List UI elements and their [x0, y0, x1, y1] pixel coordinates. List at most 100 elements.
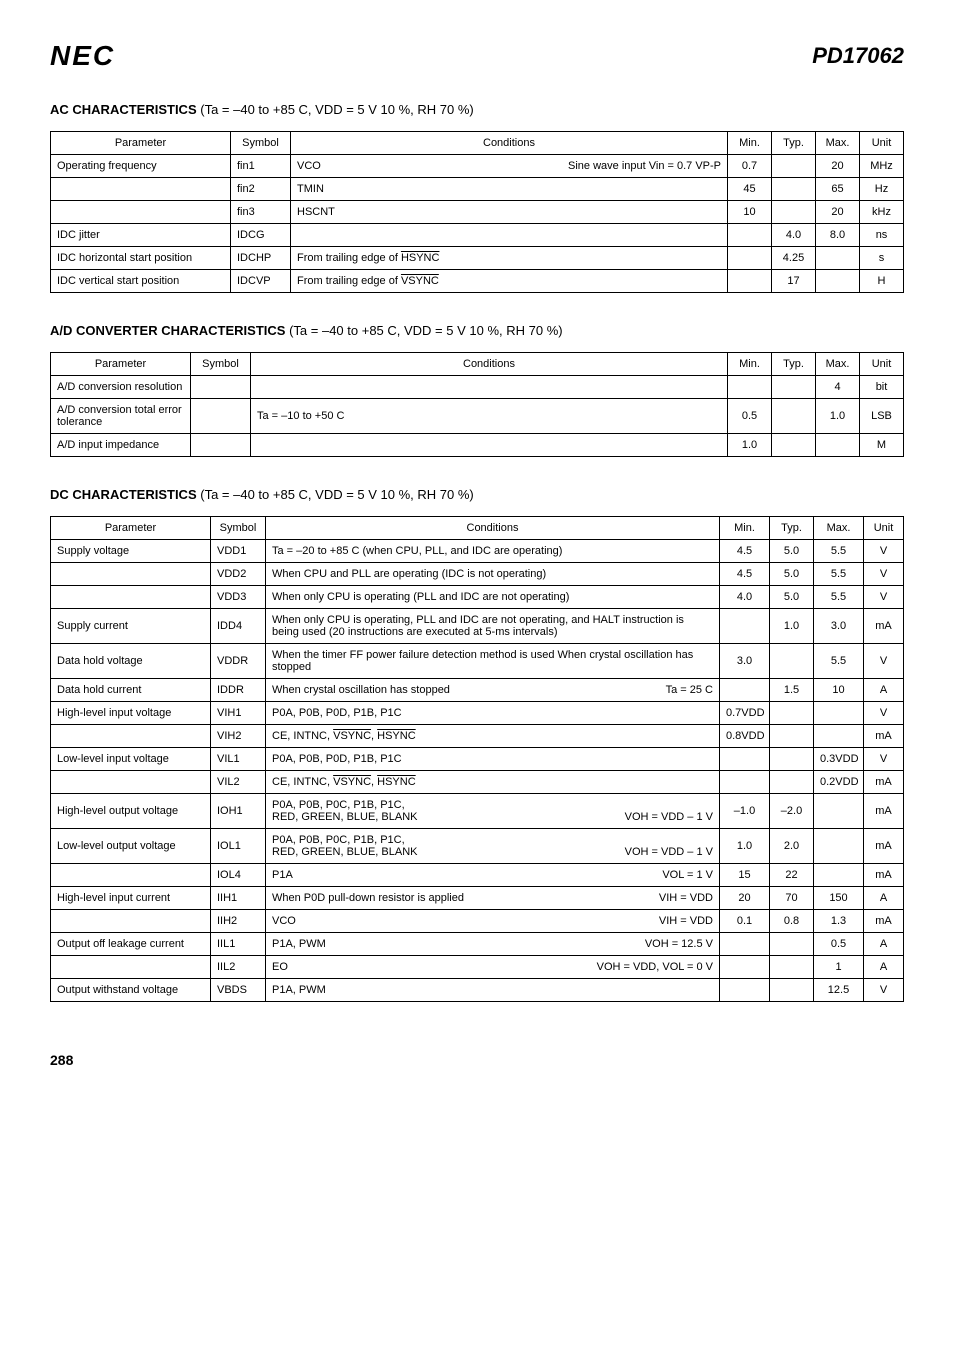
cell: bit — [860, 376, 904, 399]
cell — [728, 247, 772, 270]
cell: VIH2 — [211, 725, 266, 748]
col-min: Min. — [728, 353, 772, 376]
cell — [816, 270, 860, 293]
cell-right: Ta = 25 C — [666, 684, 713, 696]
cell-ov: VSYNC — [401, 275, 439, 287]
cell: 1.0 — [720, 829, 770, 864]
cell: 1.0 — [728, 434, 772, 457]
cell: V — [864, 644, 904, 679]
cell — [770, 933, 814, 956]
cell — [728, 224, 772, 247]
cell: P0A, P0B, P0D, P1B, P1C — [266, 702, 720, 725]
cell: 150 — [814, 887, 864, 910]
cell: VDD1 — [211, 540, 266, 563]
cell: 1.0 — [816, 399, 860, 434]
cell: IOL1 — [211, 829, 266, 864]
cell: Output withstand voltage — [51, 979, 211, 1002]
cell: P1A, PWM VOH = 12.5 V — [266, 933, 720, 956]
col-sym: Symbol — [211, 517, 266, 540]
cell: 20 — [720, 887, 770, 910]
cell: Low-level output voltage — [51, 829, 211, 864]
cell — [728, 270, 772, 293]
cell — [51, 864, 211, 887]
cell-ov: VSYNC — [333, 730, 371, 742]
cell: V — [864, 563, 904, 586]
col-unit: Unit — [864, 517, 904, 540]
cell: 0.7VDD — [720, 702, 770, 725]
cell: High-level input voltage — [51, 702, 211, 725]
cell-left: P1A, PWM — [272, 938, 326, 950]
cell: IDCVP — [231, 270, 291, 293]
cell: V — [864, 540, 904, 563]
cell: A — [864, 933, 904, 956]
cell: 0.5 — [814, 933, 864, 956]
cell-right: VOH = VDD, VOL = 0 V — [597, 961, 713, 973]
col-unit: Unit — [860, 132, 904, 155]
cell: 4 — [816, 376, 860, 399]
cell: VIL2 — [211, 771, 266, 794]
ad-title: A/D CONVERTER CHARACTERISTICS (Ta = –40 … — [50, 323, 904, 338]
cell — [816, 247, 860, 270]
cell: VCO Sine wave input Vin = 0.7 VP-P — [291, 155, 728, 178]
cell: IOH1 — [211, 794, 266, 829]
cell: From trailing edge of VSYNC — [291, 270, 728, 293]
cell: CE, INTNC, VSYNC, HSYNC — [266, 771, 720, 794]
cell: fin1 — [231, 155, 291, 178]
cell-left: VCO — [297, 160, 321, 172]
col-unit: Unit — [860, 353, 904, 376]
cell: 22 — [770, 864, 814, 887]
cell: 0.7 — [728, 155, 772, 178]
cell-ov: HSYNC — [377, 730, 416, 742]
cell: ns — [860, 224, 904, 247]
dc-title-bold: DC CHARACTERISTICS — [50, 487, 197, 502]
cell: 0.5 — [728, 399, 772, 434]
cell-left: VCO — [272, 915, 296, 927]
cell: 0.8VDD — [720, 725, 770, 748]
cell: mA — [864, 609, 904, 644]
cell: P0A, P0B, P0C, P1B, P1C, RED, GREEN, BLU… — [266, 829, 720, 864]
cell: 4.25 — [772, 247, 816, 270]
cell — [720, 679, 770, 702]
cell: mA — [864, 794, 904, 829]
cell: MHz — [860, 155, 904, 178]
cell: TMIN — [291, 178, 728, 201]
cell — [251, 434, 728, 457]
part-number: PD17062 — [812, 43, 904, 69]
cell: IIL1 — [211, 933, 266, 956]
cell-left: P1A — [272, 869, 293, 881]
cell: 5.5 — [814, 563, 864, 586]
cell-right: VOL = 1 V — [662, 869, 713, 881]
cell: 10 — [814, 679, 864, 702]
cell: 5.5 — [814, 644, 864, 679]
cell — [191, 434, 251, 457]
ac-title: AC CHARACTERISTICS (Ta = –40 to +85 C, V… — [50, 102, 904, 117]
cell: M — [860, 434, 904, 457]
cell: –2.0 — [770, 794, 814, 829]
cell: IDCG — [231, 224, 291, 247]
cell — [51, 910, 211, 933]
cell — [720, 609, 770, 644]
cell — [814, 864, 864, 887]
dc-table: Parameter Symbol Conditions Min. Typ. Ma… — [50, 516, 904, 1002]
cell-pre: From trailing edge of — [297, 252, 401, 264]
cell: 70 — [770, 887, 814, 910]
cell: From trailing edge of HSYNC — [291, 247, 728, 270]
cell: 5.0 — [770, 540, 814, 563]
cell: 8.0 — [816, 224, 860, 247]
cell: When only CPU is operating, PLL and IDC … — [266, 609, 720, 644]
cell-right: VIH = VDD — [659, 915, 713, 927]
col-param: Parameter — [51, 132, 231, 155]
cell: Supply current — [51, 609, 211, 644]
cell: 12.5 — [814, 979, 864, 1002]
cell: IIH2 — [211, 910, 266, 933]
cell: VDD3 — [211, 586, 266, 609]
cell — [772, 201, 816, 224]
cell: –1.0 — [720, 794, 770, 829]
cell — [814, 829, 864, 864]
cell — [191, 376, 251, 399]
cell: V — [864, 979, 904, 1002]
cell — [51, 178, 231, 201]
cell: V — [864, 748, 904, 771]
cell — [51, 201, 231, 224]
cell: Data hold voltage — [51, 644, 211, 679]
